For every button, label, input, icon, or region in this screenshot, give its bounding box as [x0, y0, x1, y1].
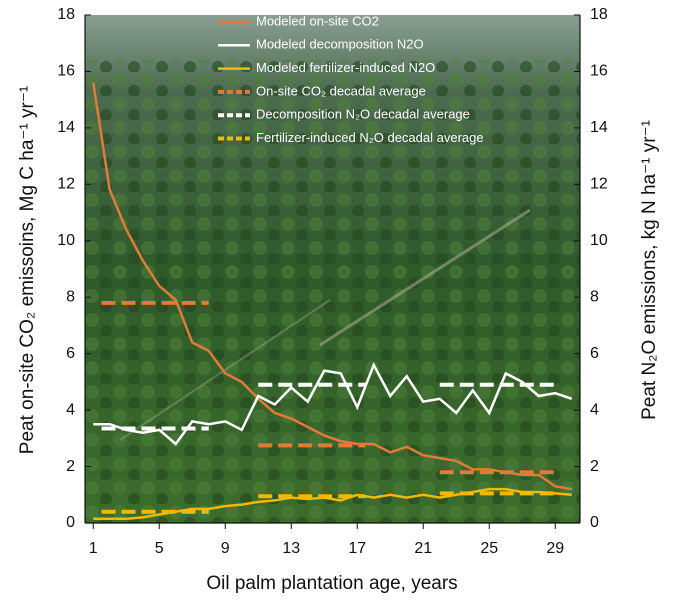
- y2-tick-label: 18: [590, 6, 608, 23]
- y2-tick-label: 0: [590, 514, 599, 531]
- x-tick-label: 29: [546, 540, 564, 557]
- y-tick-label: 18: [57, 6, 75, 23]
- y-tick-label: 6: [66, 345, 75, 362]
- y2-tick-label: 4: [590, 401, 599, 418]
- y2-tick-label: 6: [590, 345, 599, 362]
- legend-label: Decomposition N₂O decadal average: [256, 107, 470, 122]
- y2-tick-label: 2: [590, 458, 599, 475]
- y-tick-label: 0: [66, 514, 75, 531]
- y2-tick-label: 8: [590, 288, 599, 305]
- x-tick-label: 5: [155, 540, 164, 557]
- legend-label: Modeled fertilizer-induced N2O: [256, 60, 435, 75]
- x-tick-label: 21: [414, 540, 432, 557]
- legend-label: Fertilizer-induced N₂O decadal average: [256, 130, 484, 145]
- y-tick-label: 2: [66, 458, 75, 475]
- y2-tick-label: 16: [590, 63, 608, 80]
- x-tick-label: 13: [282, 540, 300, 557]
- x-axis-title: Oil palm plantation age, years: [206, 573, 457, 594]
- y-tick-label: 4: [66, 401, 75, 418]
- y-axis-title: Peat on-site CO₂ emissoins, Mg C ha⁻¹ yr…: [17, 86, 38, 454]
- series-line: [92, 82, 572, 491]
- series-line: [93, 361, 573, 446]
- series-line: [101, 491, 556, 514]
- x-tick-label: 25: [480, 540, 498, 557]
- y2-tick-label: 14: [590, 119, 608, 136]
- y2-tick-label: 10: [590, 232, 608, 249]
- series-line: [101, 300, 556, 475]
- y-tick-label: 8: [66, 288, 75, 305]
- x-tick-label: 9: [221, 540, 230, 557]
- legend-label: Modeled on-site CO2: [256, 13, 379, 28]
- y2-tick-label: 12: [590, 176, 608, 193]
- y-tick-label: 14: [57, 119, 75, 136]
- y2-axis-title: Peat N₂O emissions, kg N ha⁻¹ yr⁻¹: [639, 120, 660, 420]
- y-tick-label: 10: [57, 232, 75, 249]
- y-tick-label: 12: [57, 176, 75, 193]
- y-tick-label: 16: [57, 63, 75, 80]
- legend-label: On-site CO₂ decadal average: [256, 83, 426, 98]
- series-line: [101, 382, 556, 431]
- legend-label: Modeled decomposition N2O: [256, 37, 424, 52]
- x-tick-label: 1: [89, 540, 98, 557]
- x-tick-label: 17: [348, 540, 366, 557]
